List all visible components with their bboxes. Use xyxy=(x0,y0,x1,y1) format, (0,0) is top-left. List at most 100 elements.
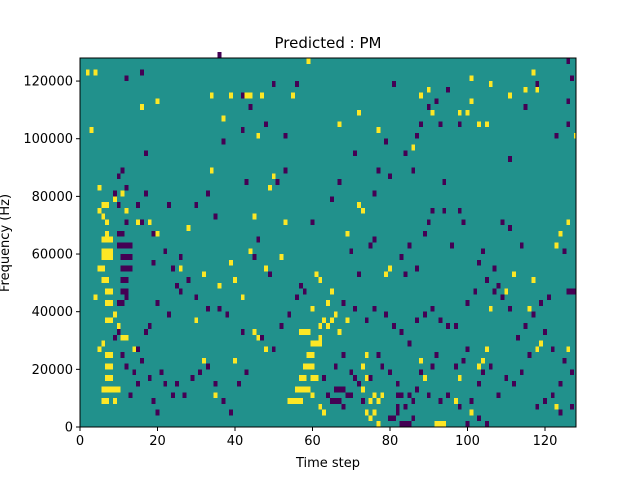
heatmap-cell-negative xyxy=(120,352,125,358)
heatmap-cell-positive xyxy=(302,363,307,370)
heatmap-cell-negative xyxy=(415,265,420,272)
heatmap-cell-positive xyxy=(229,92,234,99)
heatmap-cell-negative xyxy=(240,328,245,335)
heatmap-cell-negative xyxy=(558,380,563,387)
heatmap-cell-negative xyxy=(477,259,482,266)
heatmap-cell-negative xyxy=(546,294,551,301)
heatmap-cell-negative xyxy=(256,236,261,243)
heatmap-cell-negative xyxy=(550,346,555,353)
heatmap-cell-negative xyxy=(558,409,563,416)
heatmap-cell-positive xyxy=(469,98,474,105)
heatmap-cell-positive xyxy=(419,357,423,364)
heatmap-cell-negative xyxy=(236,380,241,387)
heatmap-cell-negative xyxy=(461,357,466,364)
heatmap-cell-positive xyxy=(124,334,129,341)
heatmap-cell-negative xyxy=(120,230,125,237)
x-tick-label: 80 xyxy=(382,434,399,449)
heatmap-cell-positive xyxy=(124,207,129,214)
heatmap-cell-negative xyxy=(422,230,427,237)
y-tick-label: 0 xyxy=(65,421,73,436)
heatmap-cell-positive xyxy=(457,109,462,116)
heatmap-cell-positive xyxy=(477,121,482,128)
heatmap-cell-positive xyxy=(357,202,361,208)
heatmap-cell-negative xyxy=(167,311,172,318)
heatmap-cell-positive xyxy=(97,265,102,272)
heatmap-cell-positive xyxy=(105,363,110,370)
heatmap-cell-positive xyxy=(318,403,323,410)
heatmap-cell-positive xyxy=(531,277,536,283)
heatmap-cell-positive xyxy=(101,248,106,255)
heatmap-cell-positive xyxy=(295,398,299,404)
heatmap-cell-negative xyxy=(124,277,129,283)
heatmap-cell-negative xyxy=(205,305,210,312)
heatmap-cell-positive xyxy=(120,334,125,341)
heatmap-cell-negative xyxy=(391,323,396,329)
heatmap-cell-positive xyxy=(233,277,237,283)
heatmap-cell-positive xyxy=(430,109,435,116)
heatmap-cell-negative xyxy=(442,179,447,185)
x-tick-label: 20 xyxy=(149,434,166,449)
heatmap-cell-negative xyxy=(422,311,427,318)
heatmap-cell-negative xyxy=(174,380,179,387)
heatmap-cell-negative xyxy=(508,225,513,231)
heatmap-cell-positive xyxy=(484,346,489,353)
chart-title: Predicted : PM xyxy=(275,34,382,52)
heatmap-cell-positive xyxy=(105,254,110,260)
heatmap-cell-negative xyxy=(182,392,187,399)
heatmap-cell-negative xyxy=(186,277,191,283)
heatmap-cell-positive xyxy=(291,398,296,404)
heatmap-cell-positive xyxy=(217,282,222,289)
heatmap-cell-negative xyxy=(205,363,210,370)
heatmap-cell-positive xyxy=(97,207,102,214)
heatmap-cell-negative xyxy=(116,202,121,208)
heatmap-cell-positive xyxy=(372,392,377,399)
heatmap-cell-negative xyxy=(500,219,505,226)
heatmap-cell-positive xyxy=(337,328,342,335)
heatmap-cell-negative xyxy=(140,357,144,364)
heatmap-cell-negative xyxy=(124,265,129,272)
heatmap-cell-negative xyxy=(124,242,129,249)
heatmap-cell-positive xyxy=(426,86,431,93)
x-tick-label: 60 xyxy=(304,434,321,449)
heatmap-cell-negative xyxy=(302,288,307,295)
heatmap-cell-negative xyxy=(357,271,361,278)
y-tick-label: 60000 xyxy=(32,248,73,263)
heatmap-cell-positive xyxy=(271,173,276,180)
heatmap-cell-positive xyxy=(329,288,334,295)
heatmap-cell-negative xyxy=(213,213,218,220)
heatmap-cell-negative xyxy=(240,127,245,133)
heatmap-cell-positive xyxy=(194,317,199,324)
heatmap-cell-negative xyxy=(136,346,141,353)
heatmap-cell-positive xyxy=(233,357,237,364)
heatmap-cell-negative xyxy=(120,242,125,249)
y-tick-label: 120000 xyxy=(23,75,73,90)
heatmap-cell-positive xyxy=(109,352,113,358)
heatmap-cell-negative xyxy=(155,300,160,306)
heatmap-cell-positive xyxy=(260,92,265,99)
heatmap-cell-positive xyxy=(535,86,540,93)
heatmap-cell-positive xyxy=(97,184,102,191)
heatmap-cell-negative xyxy=(372,305,377,312)
heatmap-cell-positive xyxy=(155,98,160,105)
heatmap-cell-negative xyxy=(465,421,470,427)
heatmap-cell-negative xyxy=(453,363,458,370)
heatmap-cell-positive xyxy=(481,357,485,364)
heatmap-cell-positive xyxy=(566,219,571,226)
heatmap-cell-positive xyxy=(554,403,559,410)
heatmap-cell-negative xyxy=(260,334,265,341)
heatmap-cell-negative xyxy=(333,398,338,404)
heatmap-cell-negative xyxy=(116,328,121,335)
heatmap-cell-negative xyxy=(337,386,342,393)
heatmap-cell-positive xyxy=(411,144,416,151)
heatmap-cell-negative xyxy=(438,121,443,128)
heatmap-cell-positive xyxy=(302,375,307,381)
heatmap-cell-positive xyxy=(105,236,110,243)
heatmap-cell-positive xyxy=(101,340,106,347)
heatmap-cell-negative xyxy=(140,219,144,226)
heatmap-cell-positive xyxy=(360,386,365,393)
heatmap-cell-negative xyxy=(143,328,148,335)
plot-background xyxy=(80,58,576,427)
heatmap-cell-positive xyxy=(384,271,389,278)
heatmap-cell-positive xyxy=(422,375,427,381)
